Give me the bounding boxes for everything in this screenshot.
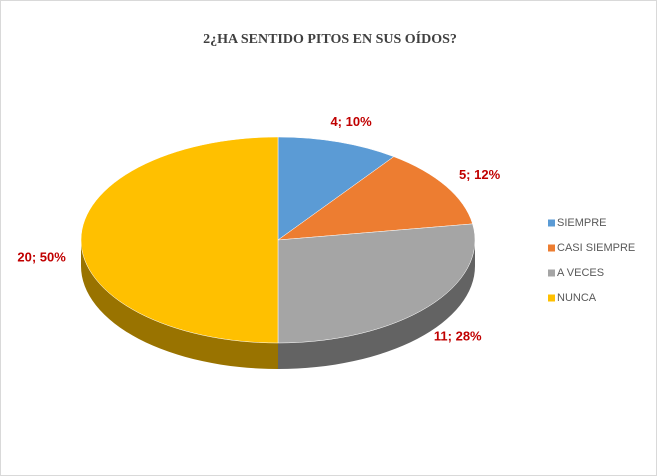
legend-label: SIEMPRE <box>557 217 607 229</box>
legend-label: A VECES <box>557 267 604 279</box>
pie-slice <box>277 156 473 241</box>
legend-swatch <box>548 219 555 227</box>
pie-side <box>278 240 475 369</box>
pie-slice <box>277 136 395 241</box>
value-label: 4; 10% <box>330 114 372 129</box>
legend-swatch <box>548 294 555 302</box>
legend-swatch <box>548 269 555 277</box>
pie-side <box>81 240 278 369</box>
value-label: 20; 50% <box>17 249 66 264</box>
chart-title: 2¿HA SENTIDO PITOS EN SUS OÍDOS? <box>203 30 457 47</box>
legend-swatch <box>548 244 555 252</box>
legend-label: NUNCA <box>557 292 597 304</box>
pie-slice <box>277 223 476 344</box>
value-label: 11; 28% <box>434 329 482 344</box>
pie-slice <box>80 136 279 344</box>
value-label: 5; 12% <box>459 167 501 182</box>
legend-label: CASI SIEMPRE <box>557 242 635 254</box>
